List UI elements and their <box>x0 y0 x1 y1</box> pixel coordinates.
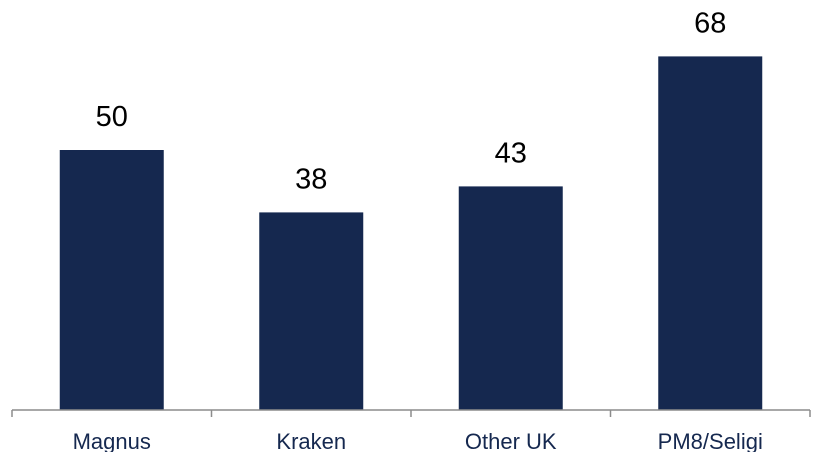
bar-pm8-seligi <box>658 56 763 411</box>
x-axis-ticks-group <box>11 410 811 417</box>
value-label-kraken: 38 <box>295 163 327 195</box>
bar-magnus <box>59 150 164 410</box>
x-tick-label-other-uk: Other UK <box>465 429 557 452</box>
x-tick-label-pm8-seligi: PM8/Seligi <box>658 429 763 452</box>
x-tick-label-kraken: Kraken <box>276 429 346 452</box>
value-label-pm8-seligi: 68 <box>694 7 726 39</box>
value-labels-group: 50 38 43 68 <box>96 7 727 195</box>
x-tick-label-magnus: Magnus <box>73 429 151 452</box>
value-label-other-uk: 43 <box>495 137 527 169</box>
bar-other-uk <box>458 186 563 410</box>
bar-kraken <box>259 212 364 410</box>
bars-group <box>59 56 763 411</box>
value-label-magnus: 50 <box>96 101 128 133</box>
x-axis-labels-group: Magnus Kraken Other UK PM8/Seligi <box>73 429 763 452</box>
